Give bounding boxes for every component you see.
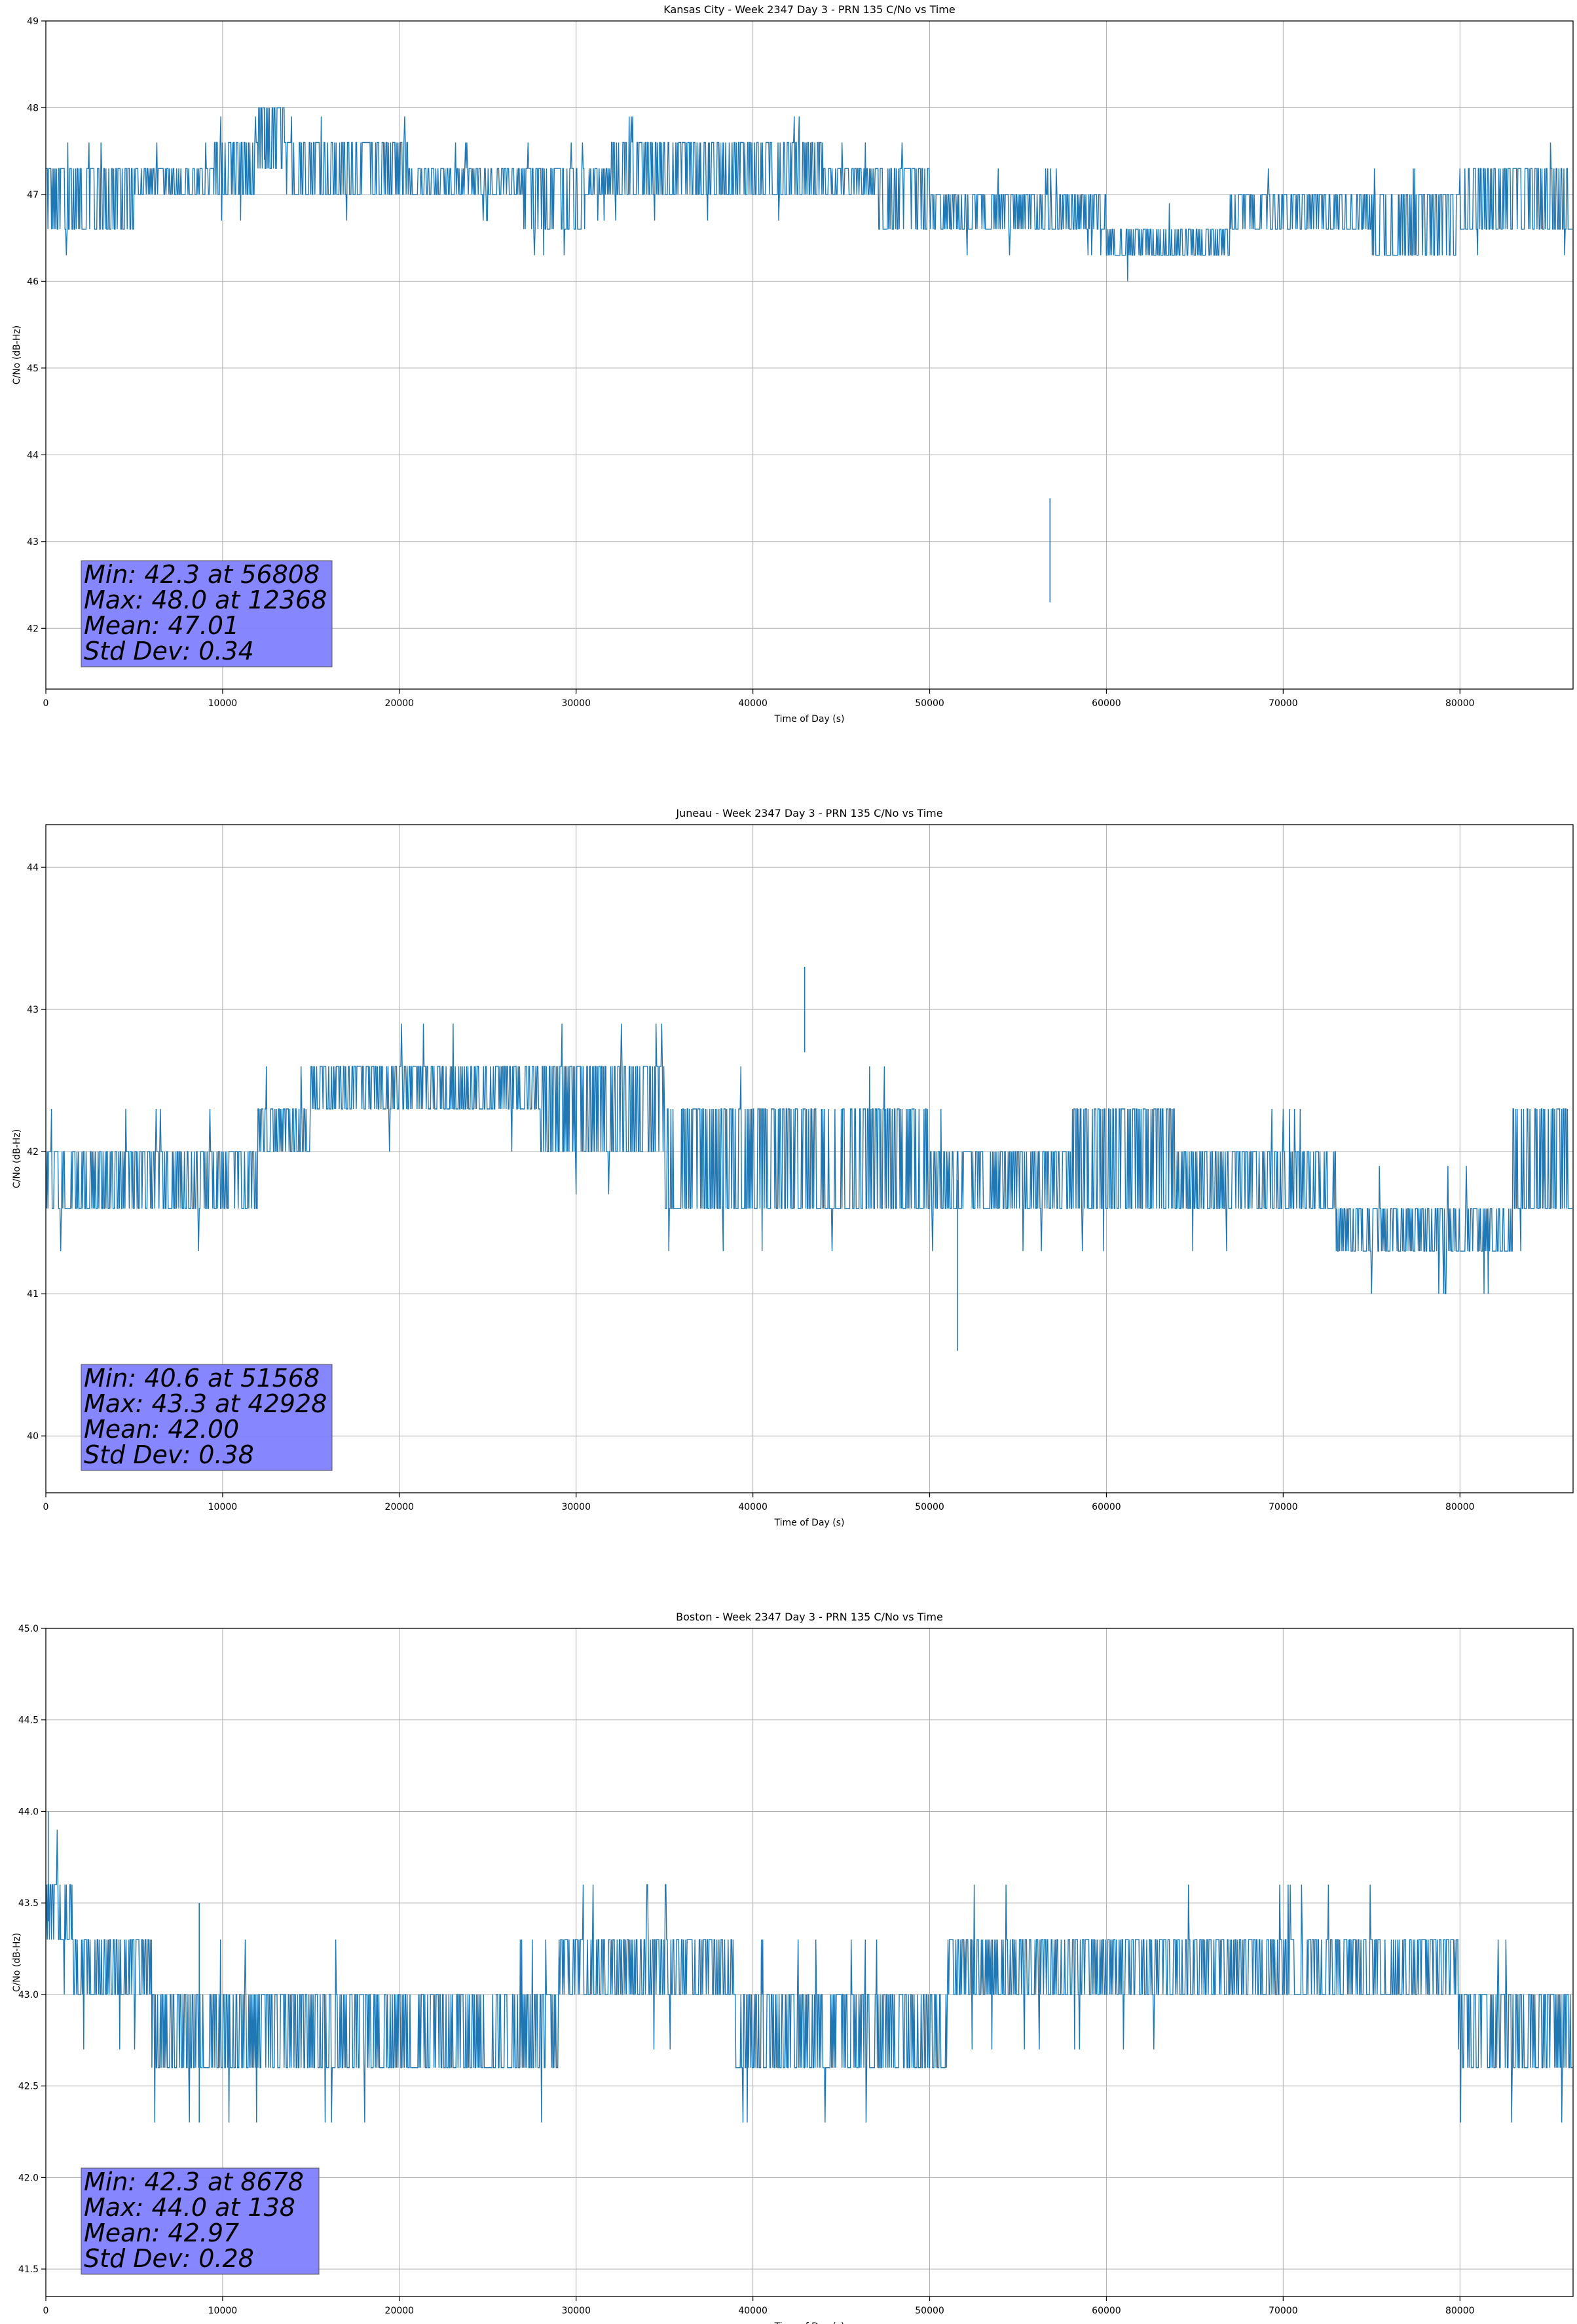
stats-line: Std Dev: 0.38 (84, 1440, 254, 1469)
stats-line: Max: 43.3 at 42928 (84, 1389, 327, 1418)
stats-line: Max: 44.0 at 138 (84, 2193, 295, 2222)
y-tick-label: 43.0 (18, 1990, 39, 2000)
y-tick-label: 43 (27, 537, 39, 548)
axes-frame (45, 824, 1574, 1493)
x-tick-label: 0 (43, 1502, 49, 1512)
y-tick-label: 42 (27, 1147, 39, 1157)
x-axis-label: Time of Day (s) (774, 714, 845, 724)
x-tick-label: 70000 (1269, 1502, 1298, 1512)
y-tick-label: 41.5 (18, 2264, 39, 2275)
chart-title: Juneau - Week 2347 Day 3 - PRN 135 C/No … (675, 807, 942, 819)
y-tick-label: 43.5 (18, 1898, 39, 1909)
x-tick-label: 10000 (208, 1502, 238, 1512)
x-tick-label: 20000 (385, 698, 415, 709)
x-tick-label: 40000 (738, 1502, 768, 1512)
x-tick-label: 20000 (385, 1502, 415, 1512)
series-line (46, 1829, 1572, 2123)
y-tick-label: 42 (27, 624, 39, 634)
stats-box (81, 2167, 320, 2275)
x-tick-label: 60000 (1092, 1502, 1121, 1512)
y-tick-label: 43 (27, 1005, 39, 1015)
x-tick-label: 70000 (1269, 698, 1298, 709)
y-tick-label: 46 (27, 276, 39, 287)
stats-box (81, 1364, 333, 1471)
chart-1: Kansas City - Week 2347 Day 3 - PRN 135 … (12, 3, 1574, 724)
x-tick-label: 10000 (208, 698, 238, 709)
stats-line: Std Dev: 0.28 (84, 2244, 254, 2273)
y-tick-label: 41 (27, 1289, 39, 1300)
x-tick-label: 50000 (915, 1502, 944, 1512)
stats-line: Mean: 47.01 (84, 611, 239, 640)
y-tick-label: 44.0 (18, 1807, 39, 1817)
y-tick-label: 42.0 (18, 2173, 39, 2183)
axes-frame (45, 1628, 1574, 2297)
y-axis-label: C/No (dB-Hz) (12, 326, 22, 384)
stats-line: Min: 42.3 at 8678 (84, 2167, 304, 2196)
y-tick-label: 45 (27, 364, 39, 374)
x-axis-label: Time of Day (s) (774, 2321, 845, 2324)
x-tick-label: 80000 (1445, 698, 1475, 709)
stats-line: Min: 40.6 at 51568 (84, 1364, 320, 1393)
x-tick-label: 40000 (738, 2306, 768, 2316)
y-axis-label: C/No (dB-Hz) (12, 1129, 22, 1188)
x-tick-label: 70000 (1269, 2306, 1298, 2316)
y-tick-label: 42.5 (18, 2082, 39, 2092)
x-tick-label: 0 (43, 2306, 49, 2316)
stats-line: Max: 48.0 at 12368 (84, 586, 327, 614)
y-tick-label: 40 (27, 1431, 39, 1442)
chart-2: Juneau - Week 2347 Day 3 - PRN 135 C/No … (12, 807, 1574, 1528)
chart-3: Boston - Week 2347 Day 3 - PRN 135 C/No … (12, 1611, 1574, 2324)
stats-line: Mean: 42.97 (84, 2219, 239, 2247)
y-tick-label: 44 (27, 450, 39, 460)
series-line (46, 1023, 1572, 1294)
stats-line: Mean: 42.00 (84, 1415, 239, 1444)
x-tick-label: 50000 (915, 2306, 944, 2316)
x-tick-label: 30000 (561, 2306, 591, 2316)
x-tick-label: 80000 (1445, 1502, 1475, 1512)
x-tick-label: 40000 (738, 698, 768, 709)
y-tick-label: 45.0 (18, 1624, 39, 1634)
axes-frame (45, 20, 1574, 690)
chart-title: Boston - Week 2347 Day 3 - PRN 135 C/No … (676, 1611, 943, 1623)
x-tick-label: 10000 (208, 2306, 238, 2316)
x-tick-label: 20000 (385, 2306, 415, 2316)
y-axis-label: C/No (dB-Hz) (12, 1933, 22, 1992)
stats-box (81, 560, 333, 667)
x-tick-label: 80000 (1445, 2306, 1475, 2316)
x-tick-label: 60000 (1092, 2306, 1121, 2316)
y-tick-label: 44 (27, 863, 39, 873)
y-tick-label: 44.5 (18, 1715, 39, 1726)
x-tick-label: 0 (43, 698, 49, 709)
x-axis-label: Time of Day (s) (774, 1518, 845, 1528)
x-tick-label: 30000 (561, 698, 591, 709)
stats-line: Std Dev: 0.34 (84, 637, 254, 665)
y-tick-label: 47 (27, 190, 39, 200)
series-line (46, 107, 1572, 282)
x-tick-label: 50000 (915, 698, 944, 709)
x-tick-label: 60000 (1092, 698, 1121, 709)
y-tick-label: 48 (27, 103, 39, 113)
x-tick-label: 30000 (561, 1502, 591, 1512)
y-tick-label: 49 (27, 16, 39, 27)
stats-line: Min: 42.3 at 56808 (84, 560, 320, 589)
chart-title: Kansas City - Week 2347 Day 3 - PRN 135 … (663, 3, 955, 16)
